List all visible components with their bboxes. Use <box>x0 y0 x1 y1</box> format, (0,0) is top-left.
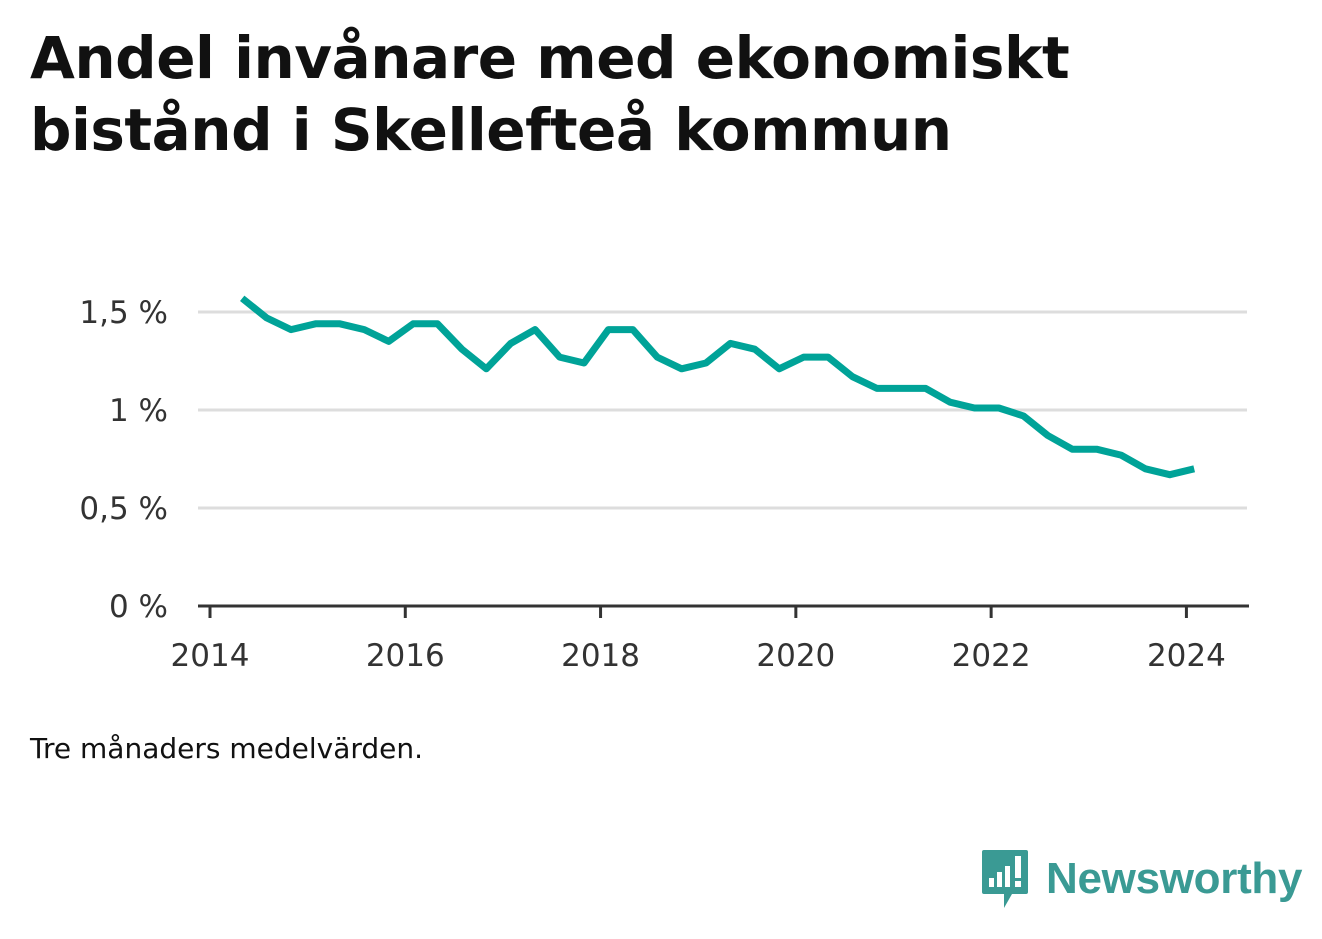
chart-note: Tre månaders medelvärden. <box>30 732 424 765</box>
line-chart: 0 % 0,5 % 1 % 1,5 % 2014 2016 2018 2020 2022 202… <box>79 295 1249 674</box>
x-tick-label: 2020 <box>756 638 835 674</box>
x-axis-ticks <box>208 606 1188 618</box>
gridlines <box>198 310 1247 510</box>
brand-name: Newsworthy <box>1046 854 1303 903</box>
y-tick-label: 1 % <box>109 393 168 429</box>
x-tick-label: 2022 <box>952 638 1031 674</box>
x-axis-tick-labels: 2014 2016 2018 2020 2022 2024 <box>171 638 1226 674</box>
y-tick-label: 1,5 % <box>79 295 168 331</box>
data-points <box>242 298 1195 475</box>
newsworthy-logo-icon <box>982 850 1028 908</box>
brand-logo: Newsworthy <box>980 848 1302 910</box>
x-tick-label: 2014 <box>171 638 250 674</box>
x-tick-label: 2016 <box>366 638 445 674</box>
chart-title: Andel invånare med ekonomiskt bistånd i … <box>30 24 1070 164</box>
y-tick-label: 0 % <box>109 589 168 625</box>
series-line <box>240 295 1196 479</box>
x-tick-label: 2018 <box>561 638 640 674</box>
y-axis-tick-labels: 0 % 0,5 % 1 % 1,5 % <box>79 295 168 625</box>
y-tick-label: 0,5 % <box>79 491 168 527</box>
x-tick-label: 2024 <box>1147 638 1226 674</box>
